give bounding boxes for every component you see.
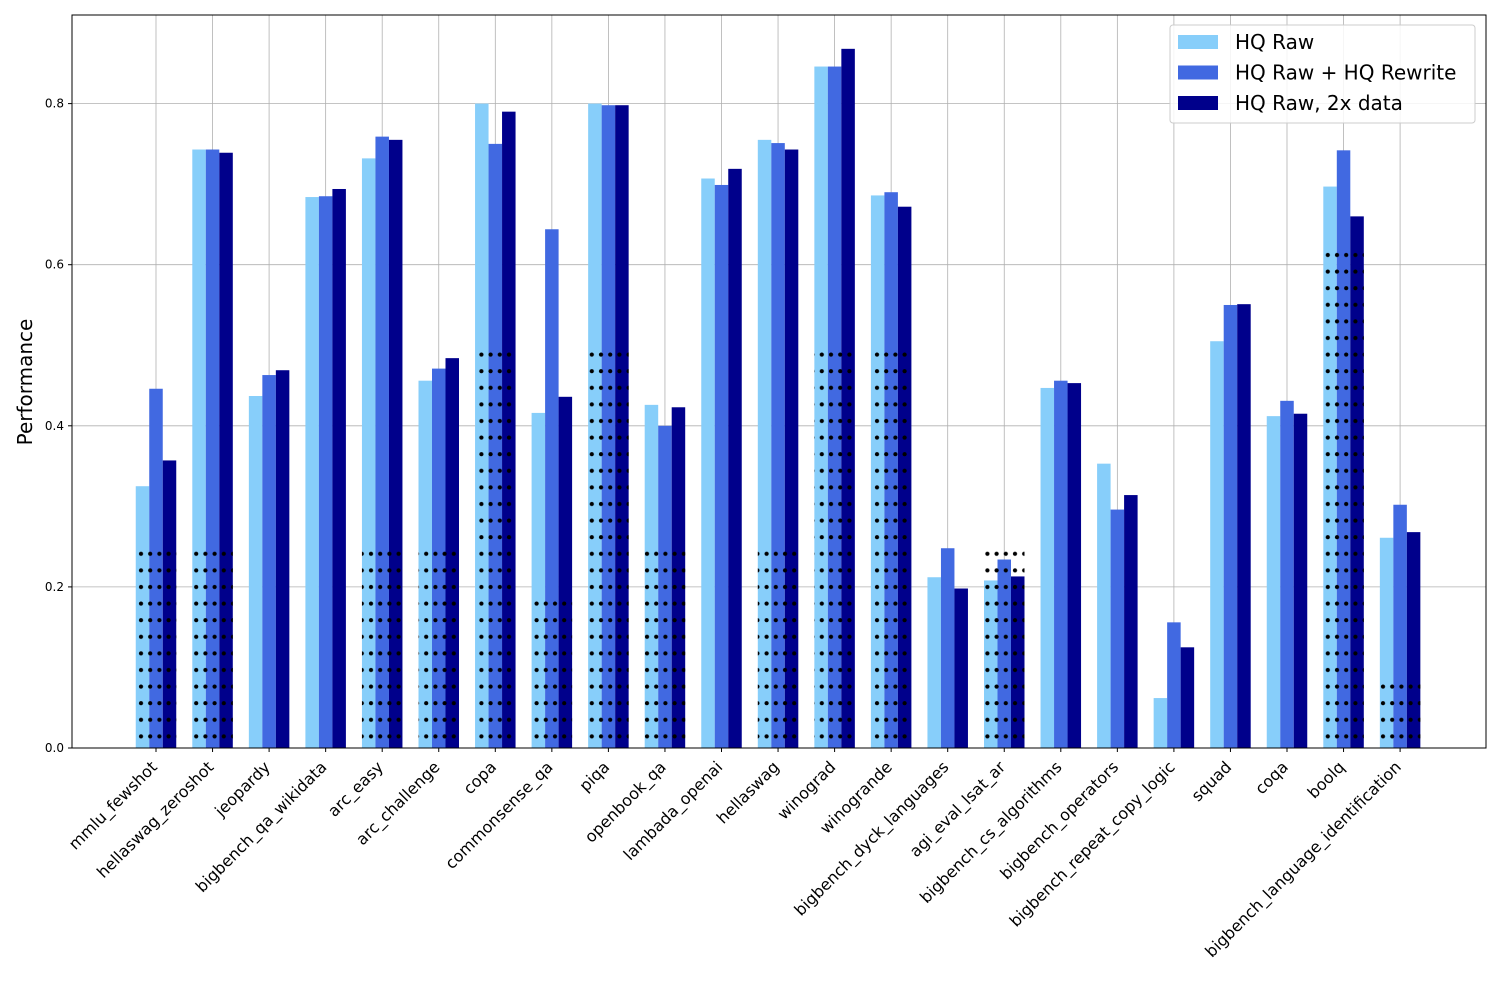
bar	[1097, 463, 1111, 748]
plot-frame	[71, 14, 1487, 749]
x-tick-label: hellaswag_zeroshot	[93, 757, 218, 882]
y-tick-label: 0.0	[45, 741, 64, 755]
legend: HQ Raw HQ Raw + HQ Rewrite HQ Raw, 2x data	[1169, 24, 1476, 124]
hatch-overlay	[418, 546, 459, 748]
hatch-overlay	[361, 546, 403, 748]
bar	[275, 370, 290, 748]
y-tick-label: 0.8	[45, 97, 64, 111]
hatch-overlay	[814, 345, 855, 748]
y-tick-label: 0.4	[45, 419, 64, 433]
hatch-overlay	[1323, 248, 1364, 749]
hatch-overlay	[1379, 683, 1421, 748]
y-tick-label: 0.6	[45, 258, 64, 272]
bar	[1180, 647, 1195, 748]
bar	[1210, 341, 1224, 748]
bar	[248, 395, 263, 748]
bar	[1293, 413, 1308, 748]
bar	[305, 197, 319, 749]
y-axis-label: Performance	[13, 319, 37, 446]
hatch-overlay	[757, 546, 799, 748]
bar	[1153, 698, 1168, 748]
x-tick-label: piqa	[575, 757, 613, 795]
bar	[1167, 622, 1181, 748]
hatch-overlay	[870, 345, 912, 748]
hatch-overlay	[644, 546, 686, 748]
bar	[1124, 495, 1138, 748]
bar	[1067, 383, 1082, 748]
legend-swatch	[1178, 65, 1218, 80]
bar	[728, 168, 742, 748]
bar	[940, 548, 955, 748]
bar	[1266, 416, 1281, 748]
bar	[1110, 509, 1125, 748]
hatch-overlay	[475, 345, 516, 748]
legend-frame	[1169, 24, 1476, 124]
bar	[1054, 380, 1068, 748]
bar	[332, 188, 346, 748]
legend-entry: HQ Raw	[1235, 30, 1314, 54]
bar	[1237, 304, 1251, 748]
hatch-overlay	[192, 546, 233, 748]
legend-swatch	[1178, 35, 1218, 49]
bar	[1280, 400, 1294, 748]
y-tick-label: 0.2	[45, 580, 64, 594]
x-tick-label: agi_eval_lsat_ar	[906, 757, 1010, 861]
bar	[927, 577, 941, 748]
x-tick-label: boolq	[1304, 757, 1349, 802]
x-tick-label: squad	[1187, 757, 1235, 805]
legend-entry: HQ Raw, 2x data	[1235, 91, 1403, 115]
y-axis-ticks: 0.0 0.2 0.4 0.6 0.8	[45, 97, 72, 755]
hatch-overlay	[984, 546, 1025, 748]
hatch-overlay	[135, 546, 177, 748]
bar	[318, 196, 333, 748]
hatch-overlay	[531, 598, 573, 748]
bar	[1040, 387, 1055, 748]
x-tick-label: commonsense_qa	[441, 757, 557, 873]
hatch-overlays	[135, 248, 1421, 749]
x-tick-label: copa	[459, 757, 500, 798]
x-tick-label: lambada_openai	[620, 757, 727, 864]
bar	[714, 184, 729, 748]
x-tick-label: coqa	[1251, 757, 1292, 798]
bar	[954, 588, 968, 748]
legend-swatch	[1178, 96, 1218, 110]
hatch-overlay	[588, 345, 629, 748]
legend-entry: HQ Raw + HQ Rewrite	[1235, 61, 1456, 85]
bar	[262, 375, 276, 748]
x-axis-ticks: mmlu_fewshothellaswag_zeroshotjeopardybi…	[65, 748, 1406, 962]
bar	[1223, 304, 1238, 748]
bar	[701, 178, 715, 748]
